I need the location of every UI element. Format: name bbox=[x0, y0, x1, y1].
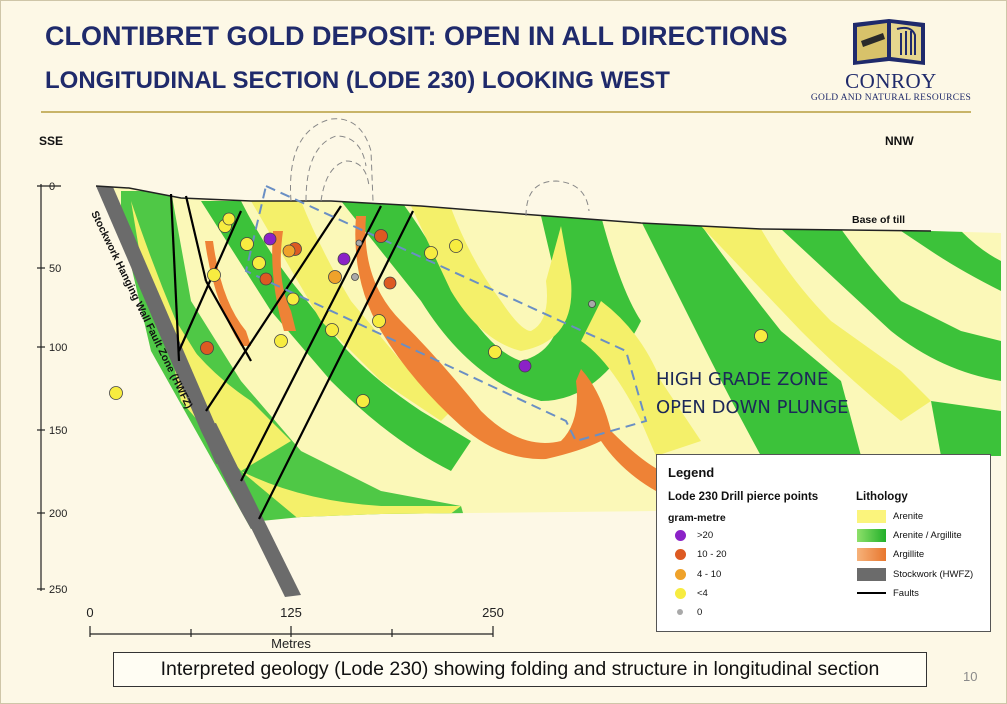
base-of-till-label: Base of till bbox=[852, 214, 905, 226]
legend-lithology-heading: Lithology bbox=[856, 491, 908, 503]
projected-fold-hinges bbox=[290, 118, 590, 217]
logo-tagline: GOLD AND NATURAL RESOURCES bbox=[810, 93, 972, 103]
figure-caption: Interpreted geology (Lode 230) showing f… bbox=[113, 652, 927, 687]
legend-drill-gt20: >20 bbox=[675, 528, 713, 544]
fault-lines bbox=[169, 193, 414, 520]
distance-scale: 0 125 250 Metres bbox=[86, 605, 503, 651]
slide-subtitle: LONGITUDINAL SECTION (LODE 230) LOOKING … bbox=[45, 67, 670, 94]
high-grade-zone-label-line1: HIGH GRADE ZONE bbox=[656, 369, 829, 390]
stockwork-swatch bbox=[857, 567, 886, 581]
page-number: 10 bbox=[963, 669, 978, 684]
legend-lith-arenite-argillite: Arenite / Argillite bbox=[857, 528, 962, 544]
legend-lith-argillite: Argillite bbox=[857, 547, 924, 563]
drill-dot-icon bbox=[677, 609, 683, 616]
legend-lith-arenite: Arenite bbox=[857, 509, 923, 525]
depth-tick-0: 0 bbox=[49, 181, 55, 193]
legend-box: Legend Lode 230 Drill pierce points Lith… bbox=[656, 454, 991, 632]
legend-title: Legend bbox=[668, 465, 715, 480]
arenite-argillite-swatch bbox=[857, 528, 886, 542]
legend-drill-lt4: <4 bbox=[675, 586, 708, 602]
distance-tick-0: 0 bbox=[86, 605, 93, 620]
depth-axis: 0 50 100 150 200 250 bbox=[37, 181, 67, 596]
fault-line-icon bbox=[857, 592, 886, 595]
distance-unit: Metres bbox=[271, 636, 311, 651]
arenite-swatch bbox=[857, 509, 886, 523]
header-divider bbox=[41, 111, 971, 113]
argillite-swatch bbox=[857, 547, 886, 561]
company-logo: CONROY GOLD AND NATURAL RESOURCES bbox=[801, 11, 981, 106]
distance-tick-125: 125 bbox=[280, 605, 302, 620]
drill-dot-icon bbox=[675, 568, 686, 580]
high-grade-zone-label-line2: OPEN DOWN PLUNGE bbox=[656, 397, 849, 418]
depth-tick-100: 100 bbox=[49, 342, 67, 354]
slide-title: CLONTIBRET GOLD DEPOSIT: OPEN IN ALL DIR… bbox=[45, 21, 788, 51]
depth-tick-150: 150 bbox=[49, 425, 67, 437]
direction-left: SSE bbox=[39, 134, 63, 148]
stockwork-zone bbox=[201, 423, 301, 597]
legend-drill-unit: gram-metre bbox=[668, 512, 726, 524]
distance-tick-250: 250 bbox=[482, 605, 504, 620]
legend-drill-4-10: 4 - 10 bbox=[675, 567, 721, 583]
direction-right: NNW bbox=[885, 134, 914, 148]
legend-drill-10-20: 10 - 20 bbox=[675, 547, 727, 563]
logo-name: CONROY bbox=[845, 69, 937, 93]
drill-pierce-points bbox=[109, 212, 768, 408]
depth-tick-250: 250 bbox=[49, 584, 67, 596]
drill-dot-icon bbox=[675, 548, 686, 560]
drill-dot-icon bbox=[675, 587, 686, 599]
drill-dot-icon bbox=[675, 529, 686, 541]
legend-lith-faults: Faults bbox=[857, 586, 919, 602]
open-book-harp-icon bbox=[853, 19, 925, 65]
legend-drill-0: 0 bbox=[675, 605, 702, 621]
base-of-till-line bbox=[95, 185, 932, 232]
legend-drill-heading: Lode 230 Drill pierce points bbox=[668, 491, 819, 503]
legend-lith-stockwork: Stockwork (HWFZ) bbox=[857, 567, 973, 583]
depth-tick-200: 200 bbox=[49, 508, 67, 520]
high-grade-zone-outline bbox=[244, 184, 648, 443]
depth-tick-50: 50 bbox=[49, 263, 61, 275]
